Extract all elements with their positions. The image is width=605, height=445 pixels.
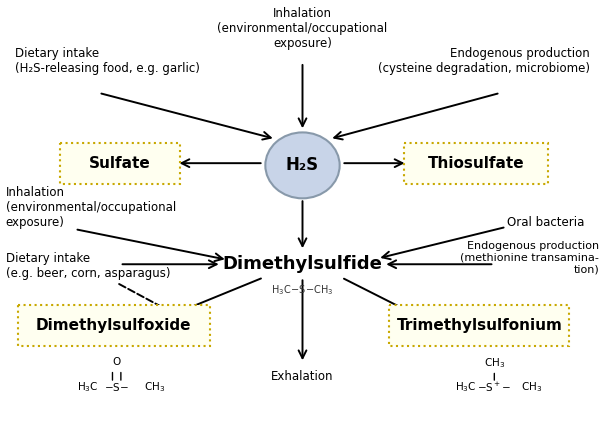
Text: Inhalation
(environmental/occupational
exposure): Inhalation (environmental/occupational e… — [6, 186, 176, 229]
Text: Oral bacteria: Oral bacteria — [507, 216, 584, 229]
Text: CH$_3$: CH$_3$ — [522, 380, 543, 394]
Text: H$_3$C: H$_3$C — [455, 380, 476, 394]
Text: Dietary intake
(e.g. beer, corn, asparagus): Dietary intake (e.g. beer, corn, asparag… — [6, 252, 170, 280]
Text: Dimethylsulfoxide: Dimethylsulfoxide — [36, 318, 191, 333]
Text: Sulfate: Sulfate — [89, 156, 151, 171]
Text: $-$S$^+$$-$: $-$S$^+$$-$ — [477, 381, 511, 394]
Text: Dimethylsulfide: Dimethylsulfide — [223, 255, 382, 273]
Text: Thiosulfate: Thiosulfate — [428, 156, 525, 171]
Text: H₂S: H₂S — [286, 156, 319, 174]
Text: $-$S$-$: $-$S$-$ — [104, 381, 129, 393]
Text: Endogenous production
(methionine transamina-
tion): Endogenous production (methionine transa… — [460, 241, 599, 274]
Text: Trimethylsulfonium: Trimethylsulfonium — [396, 318, 562, 333]
FancyBboxPatch shape — [60, 142, 180, 184]
Text: H$_3$C: H$_3$C — [77, 380, 99, 394]
FancyBboxPatch shape — [18, 305, 209, 346]
Text: CH$_3$: CH$_3$ — [484, 356, 505, 370]
Text: Endogenous production
(cysteine degradation, microbiome): Endogenous production (cysteine degradat… — [378, 47, 590, 75]
FancyBboxPatch shape — [390, 305, 569, 346]
Text: Exhalation: Exhalation — [271, 370, 334, 383]
Ellipse shape — [266, 133, 339, 198]
Text: O: O — [113, 357, 121, 367]
Text: H$_3$C$\!-\!$S$\!-\!$CH$_3$: H$_3$C$\!-\!$S$\!-\!$CH$_3$ — [271, 283, 334, 297]
FancyBboxPatch shape — [404, 142, 548, 184]
Text: CH$_3$: CH$_3$ — [143, 380, 165, 394]
Text: Inhalation
(environmental/occupational
exposure): Inhalation (environmental/occupational e… — [217, 7, 388, 50]
Text: Dietary intake
(H₂S-releasing food, e.g. garlic): Dietary intake (H₂S-releasing food, e.g.… — [15, 47, 200, 75]
